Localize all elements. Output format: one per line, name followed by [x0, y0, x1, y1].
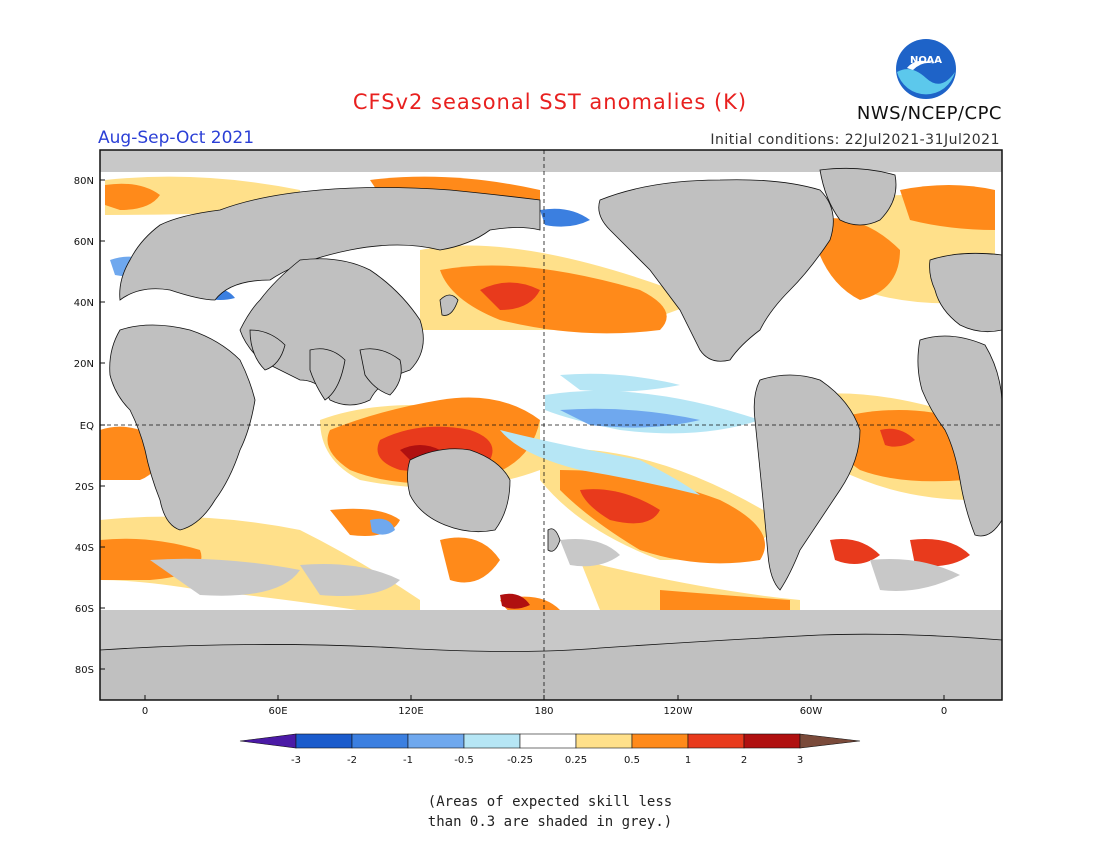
- lat-label: 60N: [74, 237, 94, 248]
- colorbar-bin: [463, 733, 521, 749]
- colorbar-bin: [687, 733, 745, 749]
- lon-label: 60W: [800, 706, 823, 717]
- longitude-axis: 0 60E 120E 180 120W 60W 0: [142, 695, 947, 717]
- colorbar-tick-label: -2: [347, 755, 357, 766]
- colorbar-tick-label: -3: [291, 755, 301, 766]
- logo-text: NOAA: [910, 55, 942, 66]
- footnote-line-2: than 0.3 are shaded in grey.): [427, 814, 673, 830]
- colorbar-tick-label: 2: [741, 755, 747, 766]
- colorbar-bin: [351, 733, 409, 749]
- colorbar: -3 -2 -1 -0.5 -0.25 0.25 0.5 1 2 3: [239, 733, 861, 766]
- latitude-axis: 80N 60N 40N 20N EQ 20S 40S 60S 80S: [74, 176, 105, 676]
- colorbar-bin-highest: [799, 733, 861, 749]
- lat-label: 20N: [74, 359, 94, 370]
- sst-anomaly-map: 80N 60N 40N 20N EQ 20S 40S 60S 80S 0 60E…: [74, 149, 1003, 717]
- colorbar-tick-label: -0.25: [507, 755, 533, 766]
- colorbar-bin: [743, 733, 801, 749]
- lat-label: 60S: [75, 604, 94, 615]
- colorbar-bin: [631, 733, 689, 749]
- skill-footnote: (Areas of expected skill less than 0.3 a…: [0, 792, 1100, 832]
- colorbar-tick-label: 0.25: [565, 755, 587, 766]
- colorbar-tick-label: 0.5: [624, 755, 640, 766]
- lat-label: 40N: [74, 298, 94, 309]
- lat-label: 20S: [75, 482, 94, 493]
- colorbar-bin: [407, 733, 465, 749]
- lon-label: 0: [941, 706, 947, 717]
- colorbar-bin: [519, 733, 577, 749]
- lon-label: 120E: [398, 706, 423, 717]
- map-title: CFSv2 seasonal SST anomalies (K): [352, 90, 748, 114]
- colorbar-bin: [575, 733, 633, 749]
- lat-label: 80S: [75, 665, 94, 676]
- lat-label: 40S: [75, 543, 94, 554]
- agency-label: NWS/NCEP/CPC: [856, 103, 1002, 124]
- lon-label: 0: [142, 706, 148, 717]
- colorbar-tick-label: -1: [403, 755, 413, 766]
- lon-label: 180: [534, 706, 553, 717]
- colorbar-tick-label: 1: [685, 755, 691, 766]
- noaa-logo: NOAA: [896, 39, 956, 99]
- landmasses: [100, 167, 1002, 700]
- initial-conditions-label: Initial conditions: 22Jul2021-31Jul2021: [710, 132, 1000, 148]
- lon-label: 120W: [664, 706, 693, 717]
- lat-label: 80N: [74, 176, 94, 187]
- colorbar-tick-label: 3: [797, 755, 803, 766]
- lat-label: EQ: [80, 421, 94, 432]
- season-label: Aug-Sep-Oct 2021: [98, 128, 255, 148]
- footnote-line-1: (Areas of expected skill less: [427, 794, 673, 810]
- colorbar-tick-label: -0.5: [454, 755, 474, 766]
- colorbar-bin: [295, 733, 353, 749]
- lon-label: 60E: [268, 706, 287, 717]
- colorbar-bin-lowest: [239, 733, 297, 749]
